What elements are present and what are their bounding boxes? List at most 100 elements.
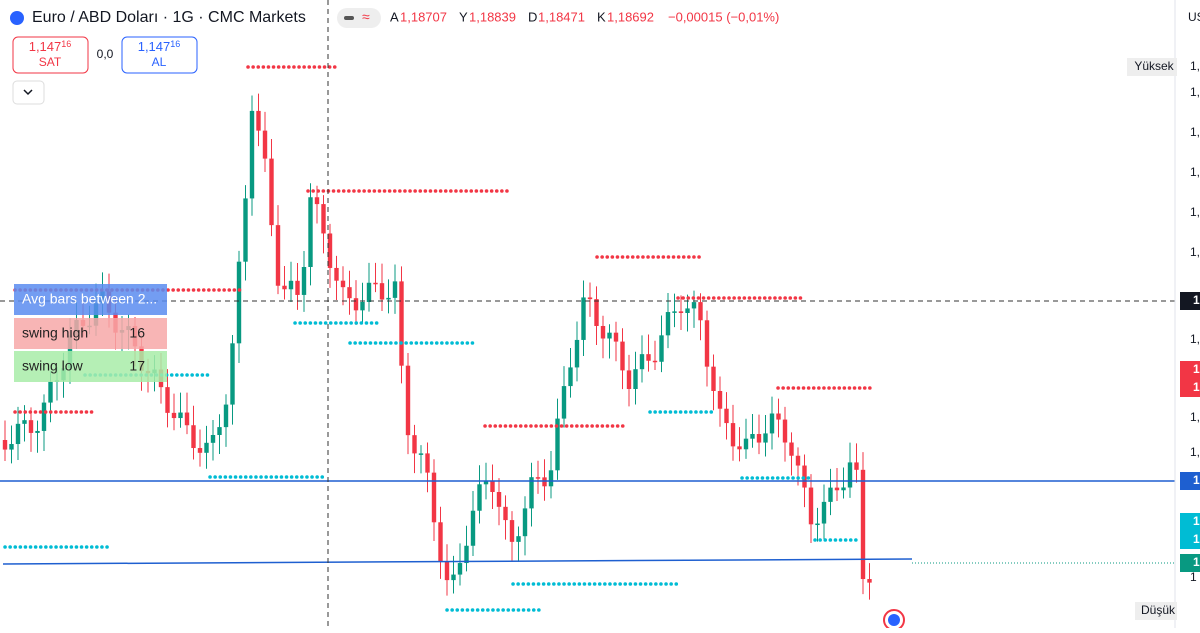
symbol-icon xyxy=(10,11,24,25)
candle-body xyxy=(678,311,684,313)
candle-body xyxy=(620,341,625,371)
candle-body xyxy=(535,477,541,479)
candle-body xyxy=(171,412,177,419)
candle-body xyxy=(867,579,872,583)
candle-body xyxy=(249,110,255,199)
price-label: 1, xyxy=(1190,410,1200,424)
candle-body xyxy=(587,297,593,300)
price: 1,147 xyxy=(29,39,62,54)
candle-body xyxy=(711,366,716,391)
table-header-bg xyxy=(14,284,167,315)
status-icon xyxy=(344,16,354,20)
symbol-title[interactable]: Euro / ABD Doları · 1G · CMC Markets xyxy=(32,9,306,26)
candle-body xyxy=(236,261,242,344)
candle-body xyxy=(223,404,229,428)
currency[interactable]: US xyxy=(1188,10,1200,24)
price-badge-label: 1 xyxy=(1193,380,1200,394)
candle-body xyxy=(555,418,560,471)
candle-body xyxy=(353,298,359,311)
candle-body xyxy=(35,430,40,433)
candle-body xyxy=(704,320,710,367)
candle-body xyxy=(9,444,14,450)
candle-body xyxy=(431,472,437,523)
candle-body xyxy=(282,285,287,290)
sell-button[interactable] xyxy=(12,36,89,74)
table-cell: swing high xyxy=(22,325,88,341)
candle-body xyxy=(347,287,352,299)
price-label: 1 xyxy=(1190,570,1197,584)
candle-body xyxy=(262,130,268,159)
candle-body xyxy=(542,477,547,487)
candle-body xyxy=(802,465,807,488)
price-small: 16 xyxy=(170,39,180,49)
table-cell: swing low xyxy=(22,358,84,374)
spread: 0,0 xyxy=(97,47,114,61)
status-pill[interactable] xyxy=(337,8,381,28)
candle-body xyxy=(425,453,430,473)
high-label-bg xyxy=(1127,58,1177,76)
candle-body xyxy=(750,434,755,439)
candle-body xyxy=(639,354,645,370)
ohlc-key: K xyxy=(597,9,606,24)
candle-body xyxy=(210,435,216,443)
candle-body xyxy=(334,267,339,281)
table-cell: 17 xyxy=(129,358,145,374)
candle-body xyxy=(321,204,326,234)
candle-body xyxy=(314,197,320,205)
candle-body xyxy=(821,501,827,524)
buy-price: 1,14716 xyxy=(138,39,181,54)
candle-body xyxy=(769,413,775,434)
candle-body xyxy=(789,442,794,456)
candle-body xyxy=(561,386,567,419)
candle-body xyxy=(470,510,476,546)
low-label-bg xyxy=(1135,602,1177,620)
candle-body xyxy=(288,280,294,290)
candle-body xyxy=(516,536,521,542)
candle-body xyxy=(256,110,261,131)
candle-body xyxy=(698,302,703,321)
candle-body xyxy=(399,281,404,366)
buy-button[interactable] xyxy=(121,36,198,74)
candle-body xyxy=(659,335,664,362)
candle-body xyxy=(626,370,632,389)
candle-body xyxy=(763,433,768,443)
price-badge xyxy=(1180,379,1200,397)
price-small: 16 xyxy=(61,39,71,49)
candle-body xyxy=(373,282,378,285)
candle-body xyxy=(15,423,21,445)
candle-body xyxy=(743,438,749,450)
candle-body xyxy=(841,487,846,491)
candle-body xyxy=(483,480,489,485)
candle-body xyxy=(457,563,463,575)
candle-body xyxy=(847,462,853,488)
candle-body xyxy=(490,480,495,492)
candle-body xyxy=(275,225,281,286)
candle-body xyxy=(685,308,690,313)
candle-body xyxy=(496,491,502,507)
candle-body xyxy=(191,425,196,449)
candle-body xyxy=(360,301,365,311)
price-badge xyxy=(1180,472,1200,490)
candle-body xyxy=(308,197,313,267)
price-badge xyxy=(1180,361,1200,379)
price-label: 1, xyxy=(1190,165,1200,179)
price-badge xyxy=(1180,513,1200,531)
candle-body xyxy=(568,367,573,387)
candle-body xyxy=(574,339,580,368)
candle-body xyxy=(665,312,671,336)
ohlc-key: D xyxy=(528,9,537,24)
change: −0,00015 (−0,01%) xyxy=(668,9,779,24)
candle-body xyxy=(386,297,391,300)
ohlc-value: 1,18692 xyxy=(607,9,654,24)
candle-body xyxy=(860,469,866,580)
candle-body xyxy=(464,545,469,564)
candle-body xyxy=(340,280,346,288)
table-row-bg xyxy=(14,318,167,349)
candle-body xyxy=(548,470,554,487)
candle-body xyxy=(613,332,619,342)
candle-body xyxy=(795,455,801,466)
candle-body xyxy=(269,158,274,226)
price-badge-label: 1 xyxy=(1193,555,1200,569)
candle-body xyxy=(717,390,723,409)
